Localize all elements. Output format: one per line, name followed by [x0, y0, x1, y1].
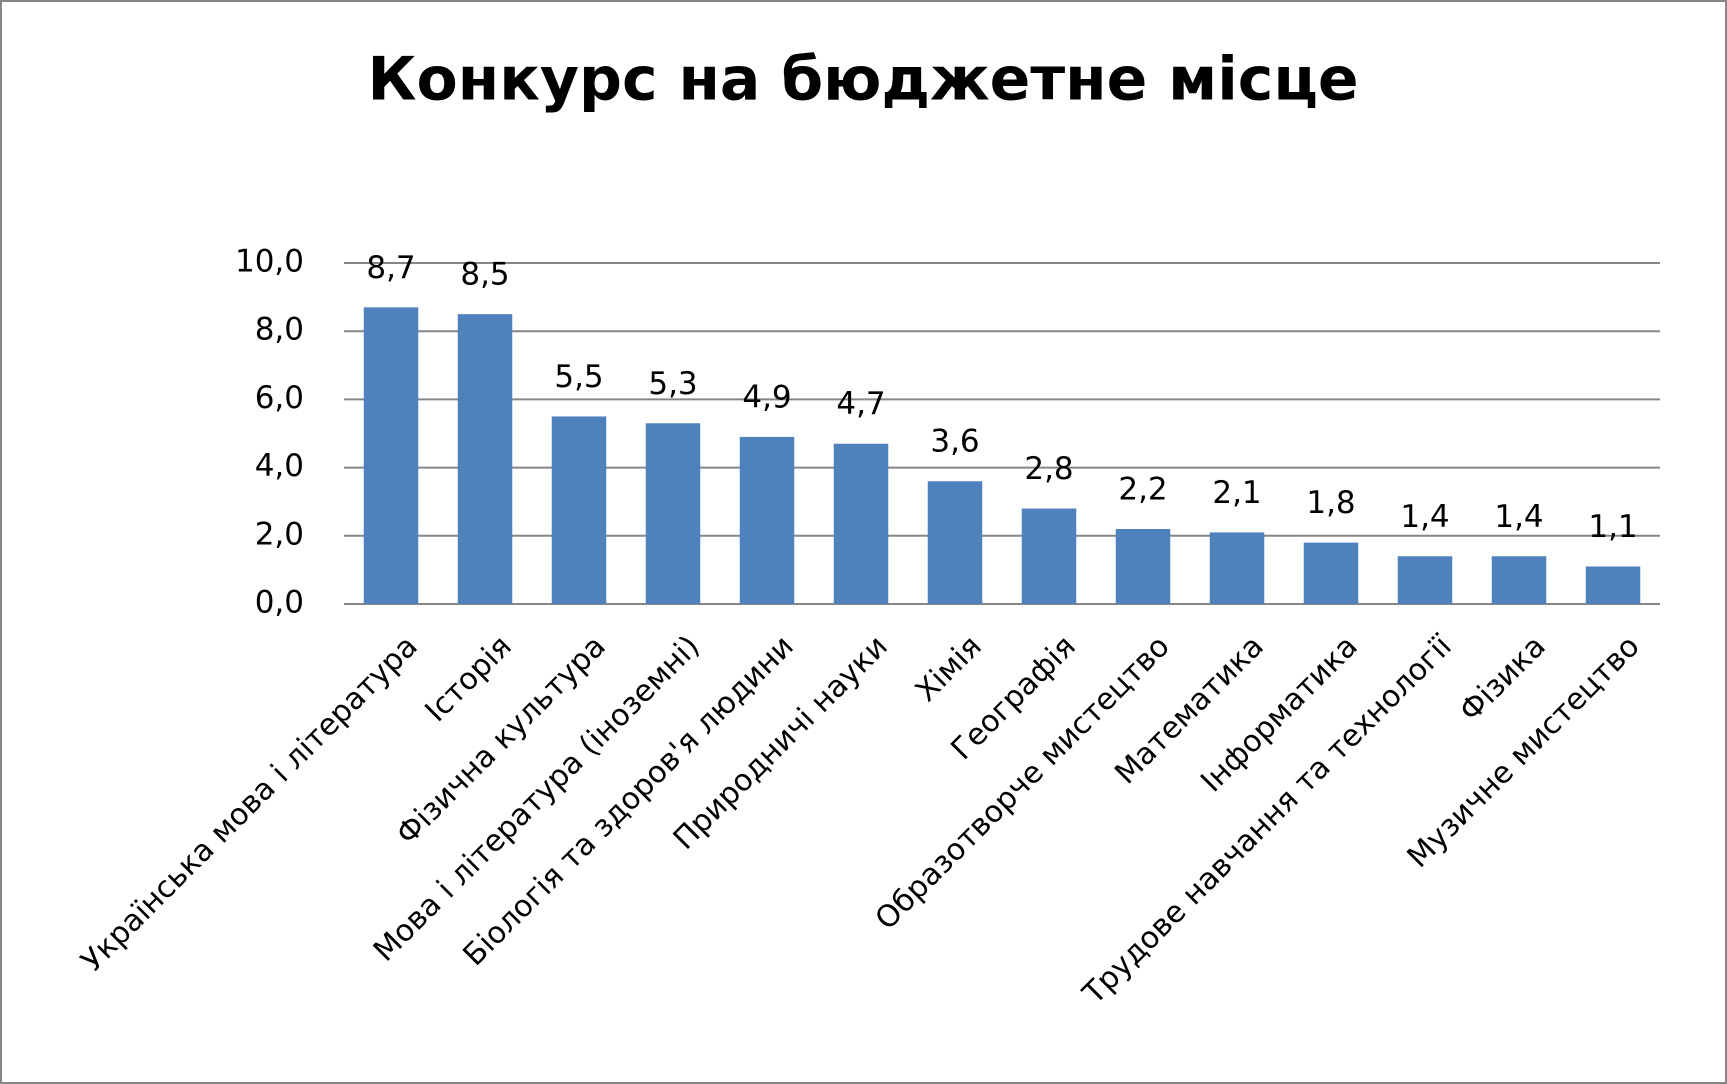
value-label: 8,7 — [366, 250, 415, 286]
value-label: 1,4 — [1494, 499, 1543, 535]
value-label: 3,6 — [930, 424, 979, 460]
bar — [645, 423, 701, 604]
y-tick-label: 2,0 — [255, 516, 304, 552]
bar — [833, 443, 889, 604]
value-label: 5,5 — [554, 359, 603, 395]
bar — [1303, 542, 1359, 604]
bar — [551, 416, 607, 604]
value-label: 1,4 — [1400, 499, 1449, 535]
y-tick-label: 6,0 — [255, 380, 304, 416]
bar — [1021, 508, 1077, 604]
value-label: 5,3 — [648, 366, 697, 402]
value-label: 4,7 — [836, 386, 885, 422]
bar — [1115, 528, 1171, 604]
bar — [1397, 556, 1453, 604]
value-label: 1,8 — [1306, 485, 1355, 521]
value-label: 2,1 — [1212, 475, 1261, 511]
y-tick-label: 8,0 — [255, 312, 304, 348]
bar — [927, 481, 983, 604]
y-tick-label: 10,0 — [235, 244, 304, 280]
bar — [1585, 566, 1641, 604]
y-tick-label: 0,0 — [255, 585, 304, 621]
value-label: 1,1 — [1588, 509, 1637, 545]
bar — [739, 436, 795, 604]
bar — [457, 314, 513, 604]
value-label: 2,8 — [1024, 451, 1073, 487]
value-label: 8,5 — [460, 257, 509, 293]
value-label: 2,2 — [1118, 471, 1167, 507]
bar — [363, 307, 419, 604]
bar — [1209, 532, 1265, 604]
value-label: 4,9 — [742, 379, 791, 415]
chart-title: Конкурс на бюджетне місце — [367, 45, 1358, 115]
bar — [1491, 556, 1547, 604]
y-tick-label: 4,0 — [255, 448, 304, 484]
